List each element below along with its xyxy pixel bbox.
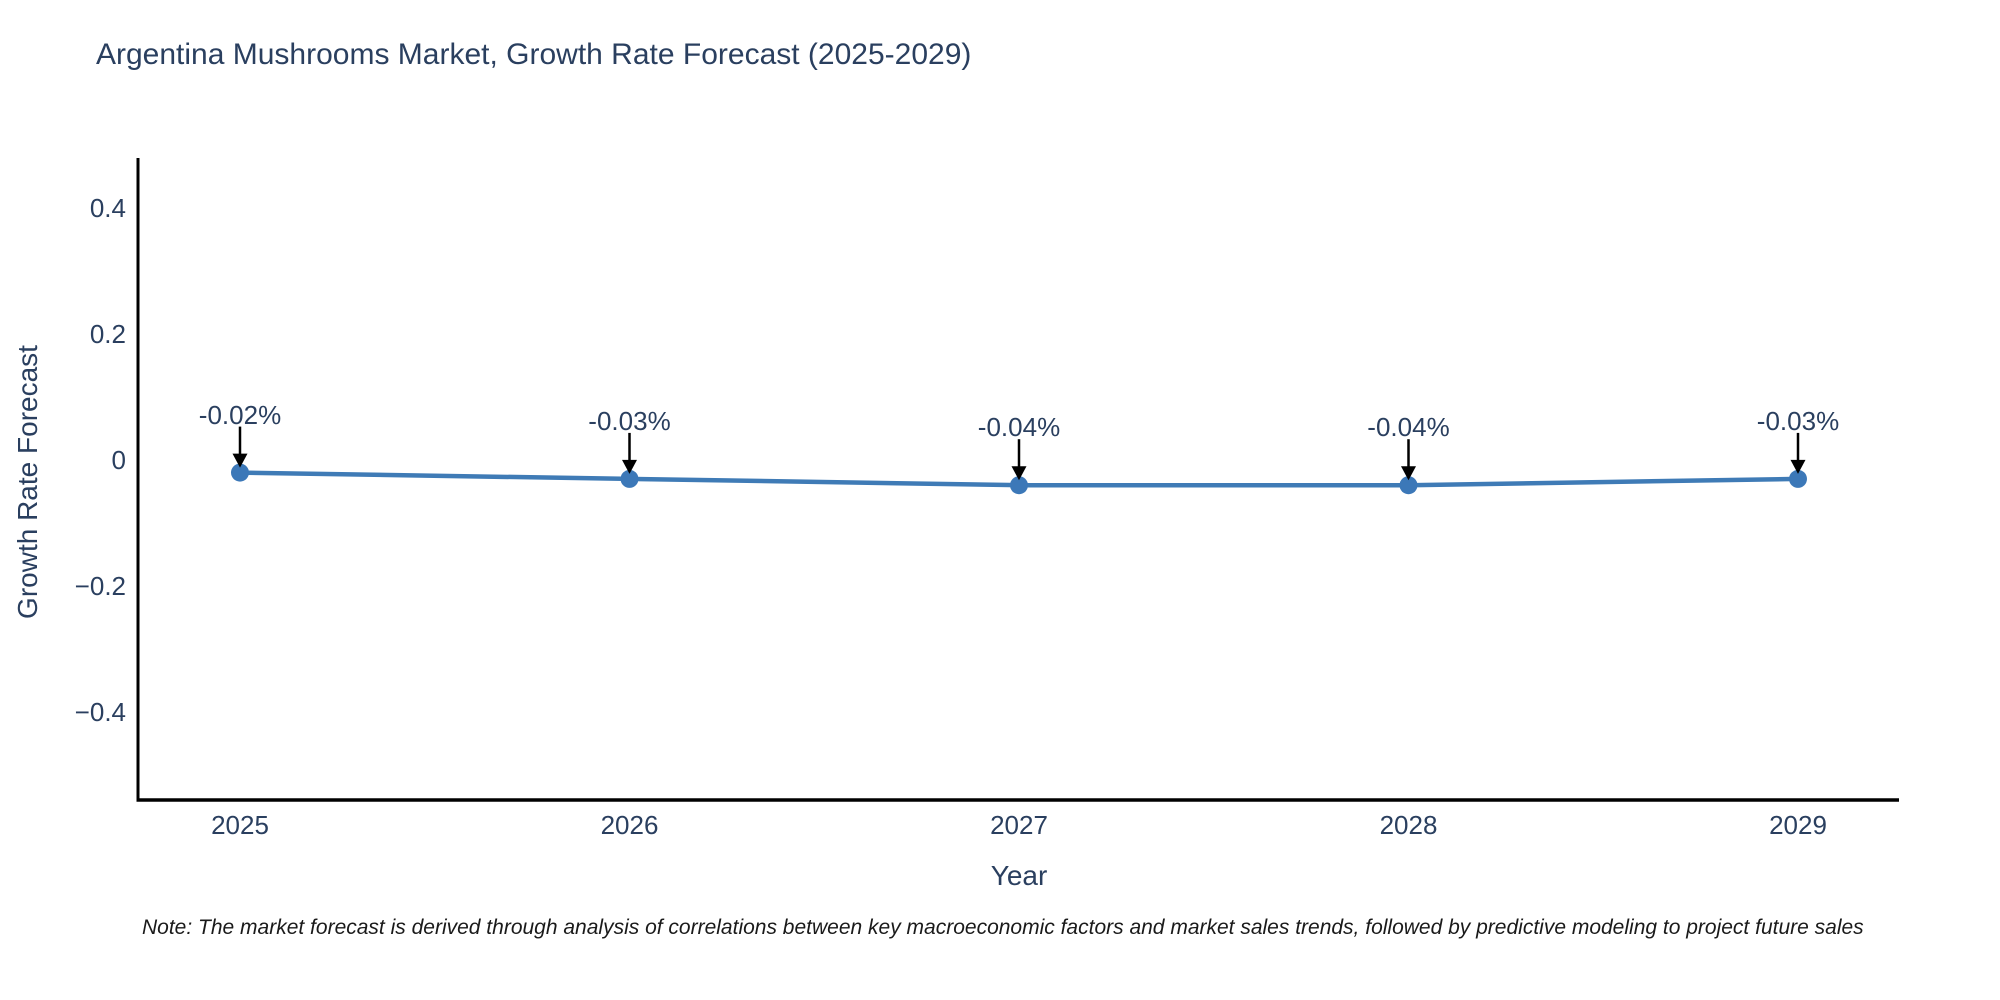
- x-tick-label: 2028: [1379, 810, 1438, 840]
- data-point-marker: [1789, 469, 1807, 488]
- x-axis-title: Year: [990, 860, 1048, 891]
- annotation-arrowhead: [1790, 459, 1806, 474]
- data-point-marker: [1399, 476, 1418, 495]
- x-tick-label: 2026: [600, 810, 659, 840]
- chart-title: Argentina Mushrooms Market, Growth Rate …: [96, 38, 972, 71]
- y-tick-label: 0.4: [89, 193, 126, 223]
- chart-footnote: Note: The market forecast is derived thr…: [142, 916, 1864, 939]
- y-tick-label: 0.2: [89, 319, 126, 349]
- y-tick-label: −0.4: [74, 697, 126, 727]
- data-point-marker: [1010, 476, 1028, 495]
- annotation-arrowhead: [1401, 466, 1416, 481]
- x-tick-label: 2025: [211, 810, 269, 840]
- annotation-arrowhead: [232, 453, 248, 468]
- data-point-marker: [620, 469, 639, 488]
- data-point-label: -0.03%: [588, 405, 671, 436]
- annotation-arrowhead: [1011, 466, 1027, 481]
- data-point-marker: [231, 463, 249, 482]
- y-tick-label: 0: [111, 445, 126, 475]
- x-tick-label: 2027: [990, 810, 1048, 840]
- annotation-arrowhead: [622, 459, 637, 474]
- data-point-label: -0.04%: [1367, 412, 1450, 443]
- data-point-label: -0.02%: [198, 399, 282, 430]
- data-point-label: -0.03%: [1756, 405, 1840, 436]
- data-point-label: -0.04%: [977, 412, 1061, 443]
- y-tick-label: −0.2: [74, 571, 126, 601]
- x-tick-label: 2029: [1769, 810, 1827, 840]
